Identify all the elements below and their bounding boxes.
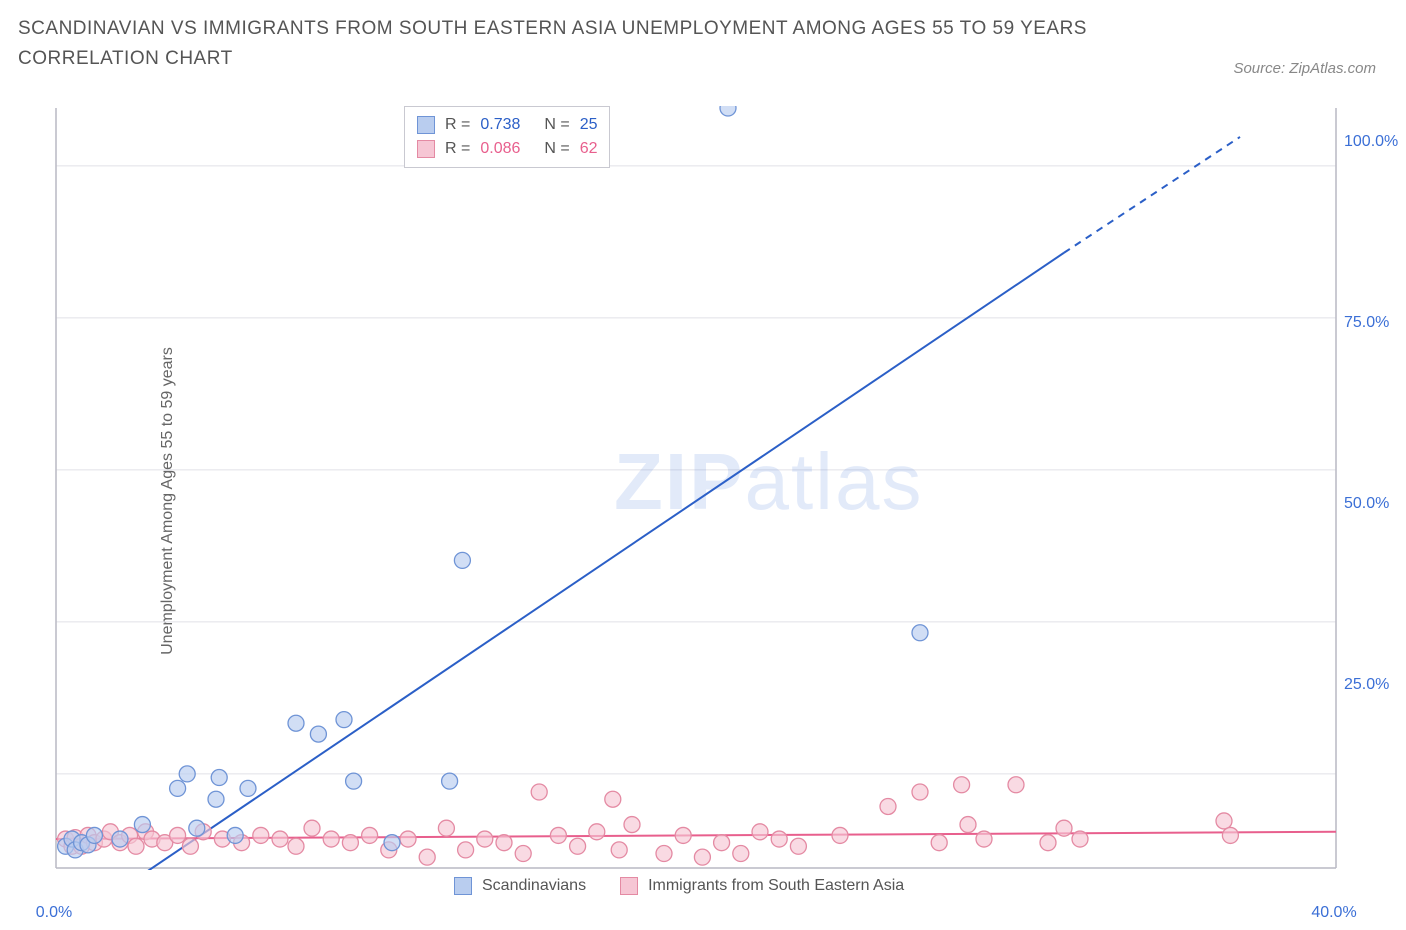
x-tick-label: 0.0% [36, 904, 72, 922]
legend-swatch [454, 877, 472, 895]
series-legend-item: Immigrants from South Eastern Asia [620, 874, 904, 898]
series-legend-item: Scandinavians [454, 874, 586, 898]
legend-n-label: N = [544, 113, 569, 137]
series-name: Scandinavians [482, 874, 586, 898]
y-tick-label: 100.0% [1344, 133, 1406, 151]
y-tick-label: 25.0% [1344, 676, 1406, 694]
legend-r-value: 0.738 [480, 113, 534, 137]
y-tick-label: 75.0% [1344, 314, 1406, 332]
scatter-plot-svg [54, 106, 1338, 870]
legend-swatch [417, 116, 435, 134]
legend-n-value: 25 [580, 113, 598, 137]
legend-swatch [417, 140, 435, 158]
correlation-legend: R = 0.738 N = 25 R = 0.086 N = 62 [404, 106, 610, 168]
legend-n-value: 62 [580, 137, 598, 161]
plot-area: Unemployment Among Ages 55 to 59 years Z… [54, 106, 1386, 896]
legend-n-label: N = [544, 137, 569, 161]
chart-title: SCANDINAVIAN VS IMMIGRANTS FROM SOUTH EA… [18, 14, 1126, 75]
x-tick-label: 40.0% [1311, 904, 1356, 922]
legend-swatch [620, 877, 638, 895]
legend-r-value: 0.086 [480, 137, 534, 161]
legend-r-label: R = [445, 113, 470, 137]
legend-r-label: R = [445, 137, 470, 161]
legend-row: R = 0.086 N = 62 [417, 137, 597, 161]
legend-row: R = 0.738 N = 25 [417, 113, 597, 137]
series-legend: Scandinavians Immigrants from South Easte… [454, 874, 904, 898]
y-tick-label: 50.0% [1344, 495, 1406, 513]
series-name: Immigrants from South Eastern Asia [648, 874, 904, 898]
source-attribution: Source: ZipAtlas.com [1233, 60, 1376, 77]
